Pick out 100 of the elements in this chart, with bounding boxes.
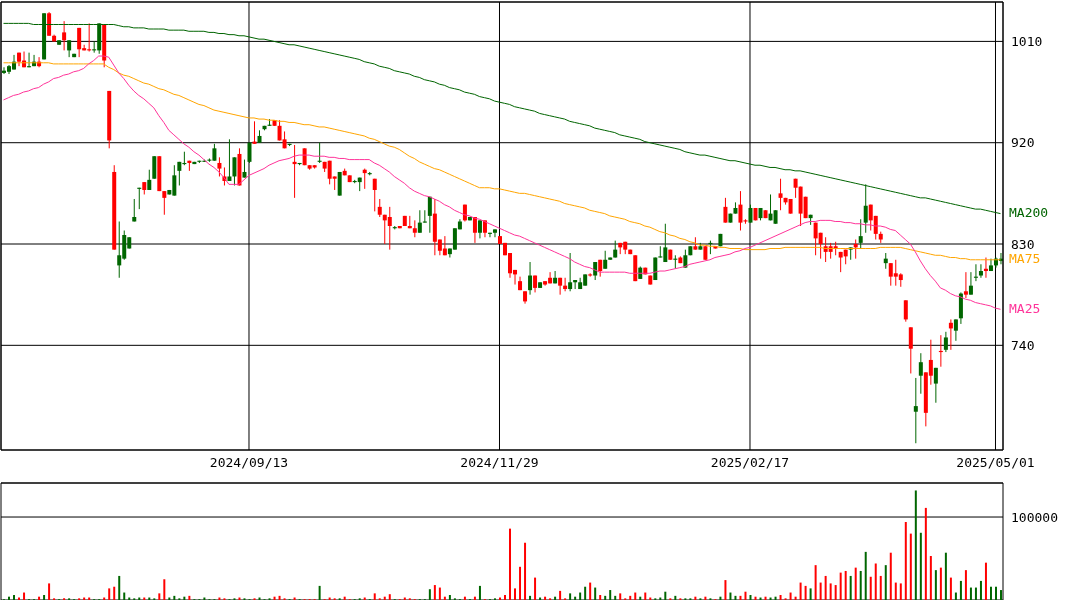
candlestick [472,216,477,244]
bar [43,595,46,600]
candlestick [147,169,152,191]
bar [388,594,391,600]
bar [428,589,431,600]
candlestick [492,228,497,238]
bar [188,595,191,600]
bar [433,585,436,600]
bar [589,582,592,600]
bar [989,586,992,600]
bar [844,570,847,600]
candlestick [232,156,237,186]
bar [23,592,26,600]
bar [158,593,161,600]
bar [934,570,937,600]
bar [559,590,562,600]
bar [884,565,887,600]
bar [644,592,647,600]
candlestick [908,326,913,374]
candlestick [162,190,167,216]
bar [373,593,376,600]
y-tick-label: 740 [1011,337,1035,353]
bar [173,595,176,600]
bar [724,580,727,600]
bar [478,585,481,600]
bar [519,566,522,600]
bar [734,595,737,600]
bar [914,490,917,600]
bar [899,583,902,600]
series-label: MA25 [1009,300,1041,316]
bar [979,580,982,600]
bar [48,583,51,600]
bar [514,588,517,600]
bar [163,579,166,600]
bar [994,586,997,600]
bar [854,567,857,600]
bar [889,552,892,600]
bar [879,575,882,600]
candlestick [227,138,232,182]
bar [974,587,977,600]
bar [954,592,957,600]
bar [824,575,827,600]
candlestick [953,318,958,342]
bar [534,577,537,600]
candlestick [593,261,598,281]
bar [634,592,637,600]
bar [929,556,932,600]
candlestick [723,197,728,224]
series-label: MA200 [1009,205,1049,221]
candlestick [77,27,82,58]
bar [964,570,967,600]
bar [939,567,942,600]
bar [664,591,667,600]
bar [864,551,867,600]
bar [584,586,587,600]
bar [924,507,927,600]
bar [504,595,506,600]
bar [448,595,451,600]
candlestick [778,178,783,211]
candlestick [968,271,973,296]
bar [849,575,852,600]
bar [13,595,16,600]
bar [599,595,602,600]
candlestick [748,204,753,224]
candlestick [903,299,908,323]
bar [569,593,572,600]
bar [834,585,837,600]
bar [609,590,612,600]
x-tick-label: 2024/09/13 [209,455,289,471]
candlestick [683,249,688,269]
bar [869,576,872,600]
x-tick-label: 2024/11/29 [460,455,539,471]
bar [438,587,441,600]
bar [744,591,747,600]
bar [969,587,972,600]
candlestick [152,155,157,180]
candlestick [558,277,563,296]
candlestick [372,178,377,212]
bar [278,595,281,600]
bar [829,583,832,600]
bar [113,586,116,600]
candlestick [943,331,948,353]
bar [509,528,512,600]
bar [318,585,321,600]
y-tick-label: 100000 [1011,509,1058,525]
line-series [3,55,1001,310]
bar [819,582,822,600]
bar [984,562,987,600]
candlestick [387,206,392,251]
bar [789,592,792,600]
candlestick [528,261,533,296]
bar [123,592,126,600]
bar [604,595,607,600]
candlestick [117,221,122,279]
candlestick [568,252,573,292]
bar [674,595,677,600]
series-label: MA75 [1009,251,1041,267]
bar [959,580,962,600]
candlestick [603,250,608,270]
bar [629,595,632,600]
